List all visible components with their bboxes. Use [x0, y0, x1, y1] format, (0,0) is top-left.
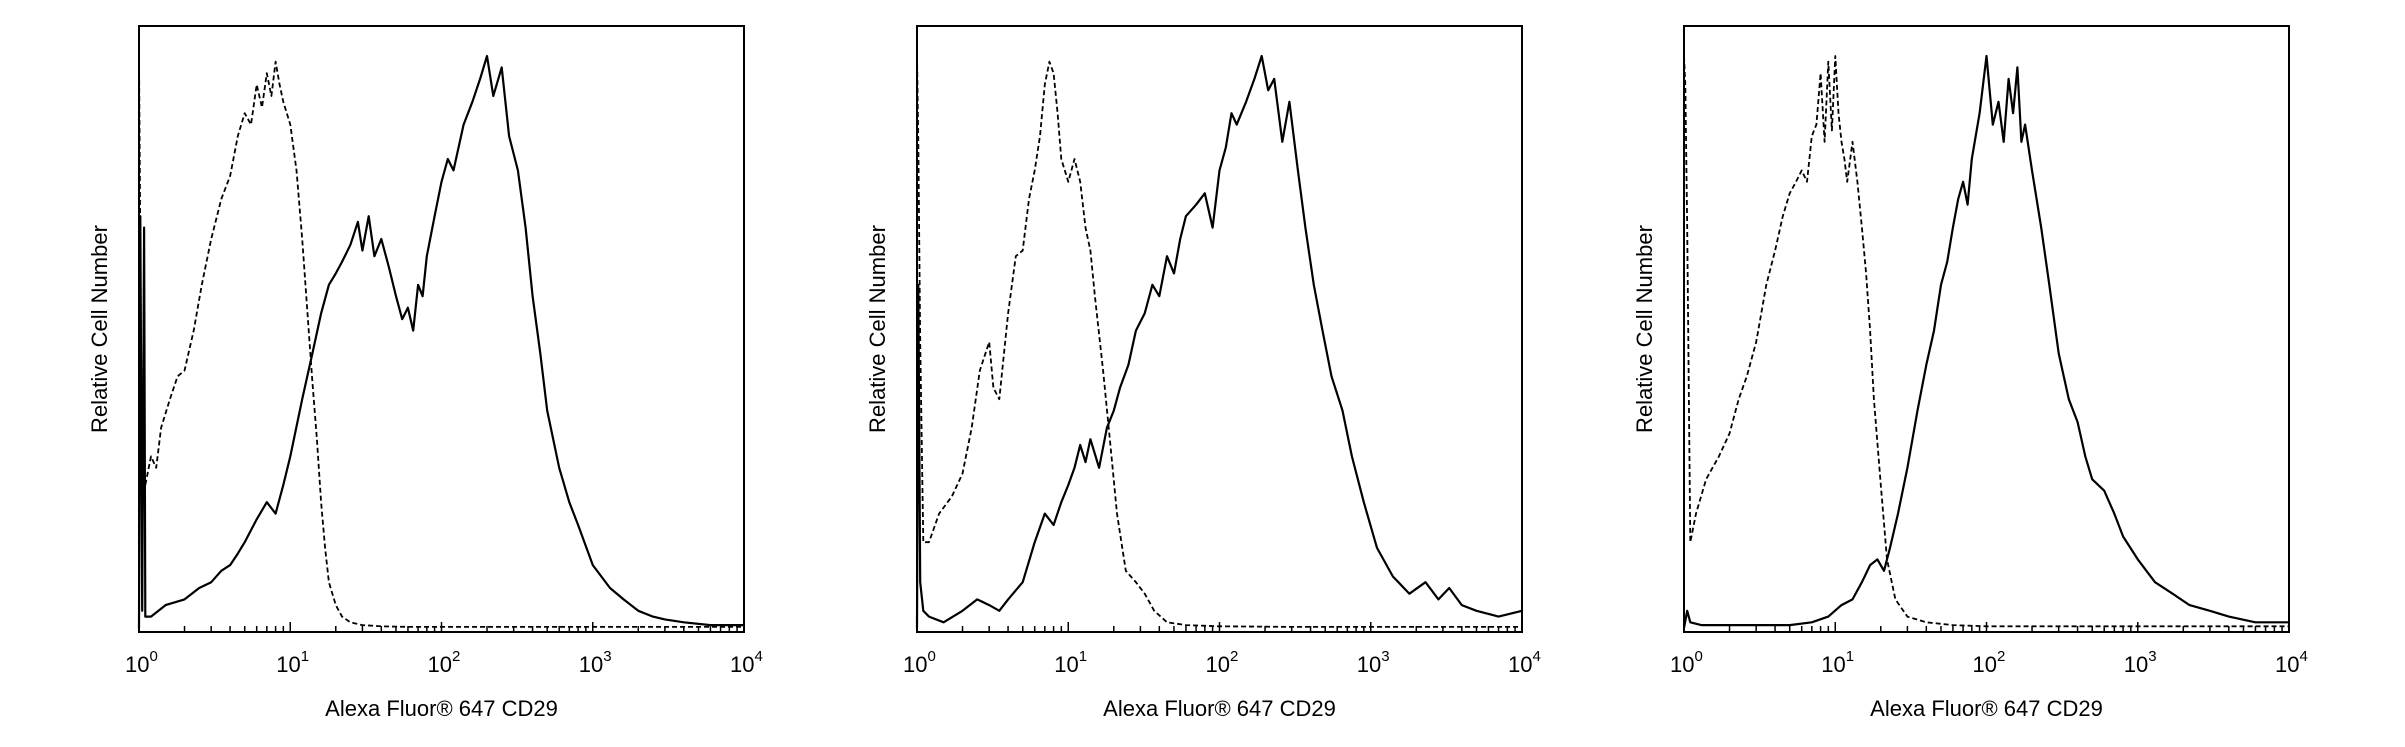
x-tick-base: 10	[1508, 652, 1532, 677]
x-tick-base: 10	[1670, 652, 1694, 677]
x-tick-label: 102	[1206, 648, 1239, 677]
x-tick-label: 102	[1973, 648, 2006, 677]
x-tick-exponent: 1	[1079, 648, 1087, 665]
x-tick-label: 101	[276, 648, 309, 677]
x-tick-exponent: 3	[1381, 648, 1389, 665]
x-tick-label: 104	[730, 648, 763, 677]
x-tick-base: 10	[903, 652, 927, 677]
x-tick-base: 10	[276, 652, 300, 677]
x-tick-base: 10	[2275, 652, 2299, 677]
x-tick-exponent: 2	[1997, 648, 2005, 665]
y-axis-label: Relative Cell Number	[1632, 225, 1657, 433]
x-tick-base: 10	[1054, 652, 1078, 677]
control-histogram-line	[916, 55, 1522, 628]
x-tick-label: 104	[1508, 648, 1541, 677]
x-tick-base: 10	[2124, 652, 2148, 677]
x-tick-label: 100	[125, 648, 158, 677]
x-tick-base: 10	[579, 652, 603, 677]
control-histogram-line	[138, 55, 744, 628]
x-tick-base: 10	[428, 652, 452, 677]
x-tick-exponent: 4	[1532, 648, 1540, 665]
x-tick-exponent: 3	[603, 648, 611, 665]
x-tick-base: 10	[1821, 652, 1845, 677]
x-tick-exponent: 0	[1694, 648, 1702, 665]
plot-frame	[138, 25, 745, 633]
x-tick-exponent: 2	[452, 648, 460, 665]
x-tick-exponent: 2	[1230, 648, 1238, 665]
x-tick-base: 10	[125, 652, 149, 677]
y-axis-label: Relative Cell Number	[865, 225, 890, 433]
plot-frame	[916, 25, 1523, 633]
x-axis-label: Alexa Fluor® 647 CD29	[1870, 696, 2103, 721]
x-tick-base: 10	[730, 652, 754, 677]
y-axis-label: Relative Cell Number	[87, 225, 112, 433]
x-axis-label: Alexa Fluor® 647 CD29	[1103, 696, 1336, 721]
stained-histogram-line	[1682, 54, 2289, 629]
control-histogram-line	[1683, 55, 2289, 628]
x-tick-exponent: 0	[927, 648, 935, 665]
x-tick-base: 10	[1206, 652, 1230, 677]
x-tick-base: 10	[1973, 652, 1997, 677]
x-tick-exponent: 0	[149, 648, 157, 665]
x-tick-label: 100	[903, 648, 936, 677]
x-tick-label: 101	[1054, 648, 1087, 677]
x-tick-exponent: 4	[754, 648, 762, 665]
x-tick-label: 101	[1821, 648, 1854, 677]
x-tick-exponent: 3	[2148, 648, 2156, 665]
x-tick-label: 103	[1357, 648, 1390, 677]
stained-histogram-line	[137, 54, 744, 629]
stained-histogram-line	[915, 54, 1523, 629]
x-tick-base: 10	[1357, 652, 1381, 677]
x-tick-label: 104	[2275, 648, 2308, 677]
x-tick-exponent: 1	[1846, 648, 1854, 665]
x-tick-label: 103	[2124, 648, 2157, 677]
x-tick-label: 102	[428, 648, 461, 677]
x-tick-exponent: 1	[301, 648, 309, 665]
x-tick-exponent: 4	[2299, 648, 2307, 665]
x-axis-label: Alexa Fluor® 647 CD29	[325, 696, 558, 721]
x-tick-label: 100	[1670, 648, 1703, 677]
plot-frame	[1683, 25, 2290, 633]
x-tick-label: 103	[579, 648, 612, 677]
